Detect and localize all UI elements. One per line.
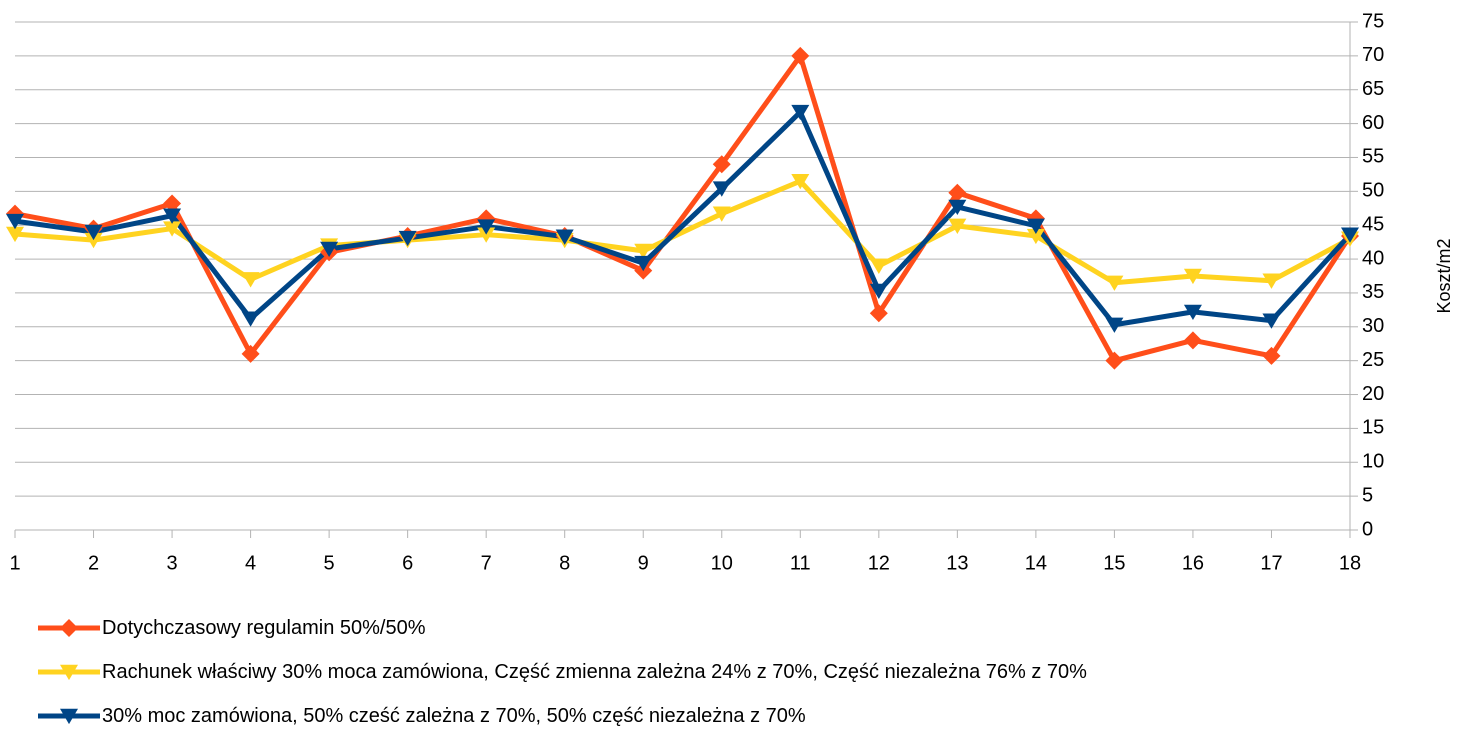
- marker: [712, 155, 731, 174]
- y-tick-label: 10: [1362, 451, 1384, 473]
- series-line: [14, 178, 1352, 286]
- marker: [1262, 346, 1281, 365]
- marker: [163, 208, 182, 224]
- marker: [869, 258, 888, 274]
- marker: [948, 183, 967, 202]
- x-tick-label: 15: [1103, 552, 1125, 574]
- x-tick-label: 14: [1025, 552, 1047, 574]
- y-tick-label: 65: [1362, 78, 1384, 100]
- x-tick-label: 1: [9, 552, 20, 574]
- y-tick-label: 35: [1362, 281, 1384, 303]
- y-tick-label: 20: [1362, 383, 1384, 405]
- marker: [555, 229, 574, 245]
- marker: [791, 173, 810, 190]
- x-tick-label: 4: [245, 552, 256, 574]
- y-tick-label: 40: [1362, 247, 1384, 269]
- series-line: [14, 109, 1352, 328]
- marker: [84, 224, 103, 241]
- legend-item: 30% moc zamówiona, 50% cześć zależna z 7…: [36, 700, 1336, 733]
- y-tick-label: 55: [1362, 146, 1384, 168]
- marker: [1341, 227, 1359, 243]
- marker: [1262, 273, 1281, 289]
- marker: [869, 283, 888, 300]
- marker: [1183, 268, 1202, 285]
- marker: [869, 304, 888, 323]
- legend-item: Dotychczasowy regulamin 50%/50%: [36, 612, 1336, 645]
- x-tick-label: 3: [166, 552, 177, 574]
- marker: [948, 218, 967, 234]
- x-tick-label: 2: [88, 552, 99, 574]
- marker: [1105, 317, 1124, 333]
- y-tick-label: 0: [1362, 518, 1373, 540]
- marker: [163, 194, 182, 213]
- x-tick-label: 17: [1260, 552, 1282, 574]
- marker: [60, 619, 78, 637]
- marker: [84, 232, 103, 249]
- y-tick-label: 15: [1362, 417, 1384, 439]
- marker: [477, 227, 496, 243]
- x-tick-label: 13: [946, 552, 968, 574]
- x-tick-label: 6: [402, 552, 413, 574]
- y-tick-label: 50: [1362, 180, 1384, 202]
- marker: [1183, 331, 1202, 350]
- x-tick-label: 12: [868, 552, 890, 574]
- marker: [712, 206, 731, 222]
- marker: [1183, 304, 1202, 320]
- x-tick-label: 18: [1339, 552, 1361, 574]
- y-tick-label: 60: [1362, 112, 1384, 134]
- marker: [634, 243, 653, 260]
- marker: [6, 213, 24, 230]
- legend: Dotychczasowy regulamin 50%/50% Rachunek …: [36, 612, 1336, 744]
- y-tick-label: 25: [1362, 349, 1384, 371]
- marker: [320, 241, 339, 258]
- marker: [1105, 275, 1124, 291]
- legend-swatch: [38, 664, 100, 681]
- x-tick-label: 10: [711, 552, 733, 574]
- marker: [1026, 228, 1045, 245]
- marker: [60, 664, 78, 681]
- x-tick-label: 11: [790, 552, 811, 574]
- marker: [1105, 351, 1124, 370]
- marker: [241, 272, 260, 288]
- marker: [712, 181, 731, 197]
- marker: [60, 708, 78, 725]
- legend-item: Rachunek właściwy 30% moca zamówiona, Cz…: [36, 656, 1336, 689]
- marker: [1262, 313, 1281, 329]
- marker: [6, 226, 24, 243]
- marker: [241, 311, 260, 327]
- marker: [791, 104, 810, 121]
- y-tick-label: 70: [1362, 44, 1384, 66]
- marker: [241, 344, 260, 363]
- x-tick-label: 5: [324, 552, 335, 574]
- marker: [477, 219, 496, 235]
- y-tick-label: 5: [1362, 484, 1373, 506]
- marker: [634, 255, 653, 272]
- marker: [1026, 218, 1045, 234]
- y-tick-label: 45: [1362, 213, 1384, 235]
- marker: [791, 46, 810, 65]
- marker: [163, 221, 182, 237]
- y-tick-label: 75: [1362, 10, 1384, 32]
- y-axis-title: Koszt/m2: [1434, 238, 1454, 313]
- x-tick-label: 7: [481, 552, 492, 574]
- legend-label: Dotychczasowy regulamin 50%/50%: [102, 617, 426, 639]
- legend-label: 30% moc zamówiona, 50% cześć zależna z 7…: [102, 705, 806, 727]
- x-tick-label: 16: [1182, 552, 1204, 574]
- marker: [398, 230, 417, 247]
- legend-swatch: [38, 708, 100, 725]
- legend-swatch: [38, 619, 100, 637]
- x-tick-label: 9: [638, 552, 649, 574]
- marker: [948, 199, 967, 216]
- y-tick-label: 30: [1362, 315, 1384, 337]
- x-tick-label: 8: [559, 552, 570, 574]
- series-line: [14, 53, 1353, 364]
- legend-label: Rachunek właściwy 30% moca zamówiona, Cz…: [102, 661, 1087, 683]
